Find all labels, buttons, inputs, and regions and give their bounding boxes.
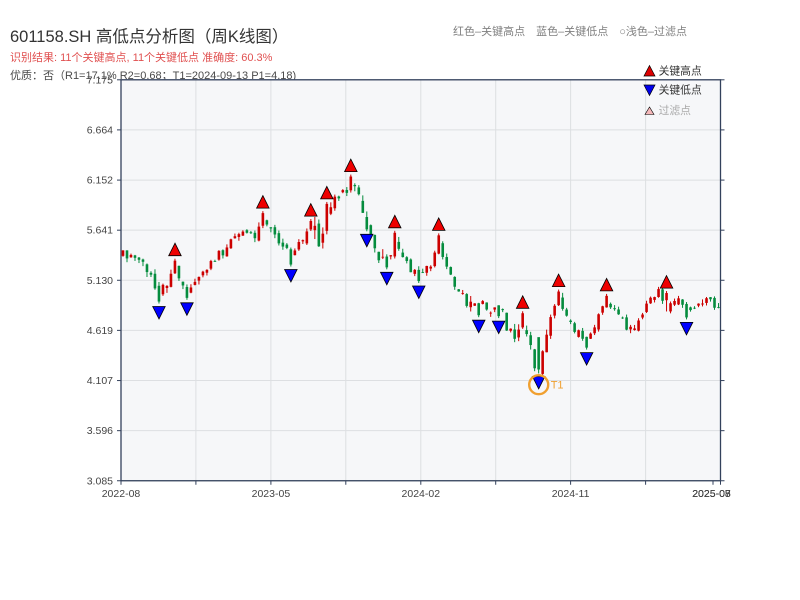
svg-text:2024-11: 2024-11 <box>552 488 590 500</box>
svg-text:2022-08: 2022-08 <box>102 488 141 500</box>
svg-text:关键高点: 关键高点 <box>659 64 702 78</box>
svg-text:3.085: 3.085 <box>87 475 113 487</box>
svg-text:5.641: 5.641 <box>87 225 113 237</box>
svg-text:5.130: 5.130 <box>87 275 113 287</box>
svg-text:4.619: 4.619 <box>87 325 113 337</box>
svg-text:2025-08: 2025-08 <box>692 488 731 500</box>
svg-text:T1: T1 <box>551 380 564 392</box>
svg-text:2023-05: 2023-05 <box>252 488 291 500</box>
svg-text:过滤点: 过滤点 <box>659 104 692 117</box>
svg-text:6.664: 6.664 <box>87 124 113 136</box>
svg-text:6.152: 6.152 <box>87 175 113 187</box>
svg-text:关键低点: 关键低点 <box>659 82 702 96</box>
svg-text:7.175: 7.175 <box>87 74 113 86</box>
svg-text:4.107: 4.107 <box>87 375 113 387</box>
svg-text:3.596: 3.596 <box>87 425 113 437</box>
svg-text:2024-02: 2024-02 <box>402 488 441 500</box>
